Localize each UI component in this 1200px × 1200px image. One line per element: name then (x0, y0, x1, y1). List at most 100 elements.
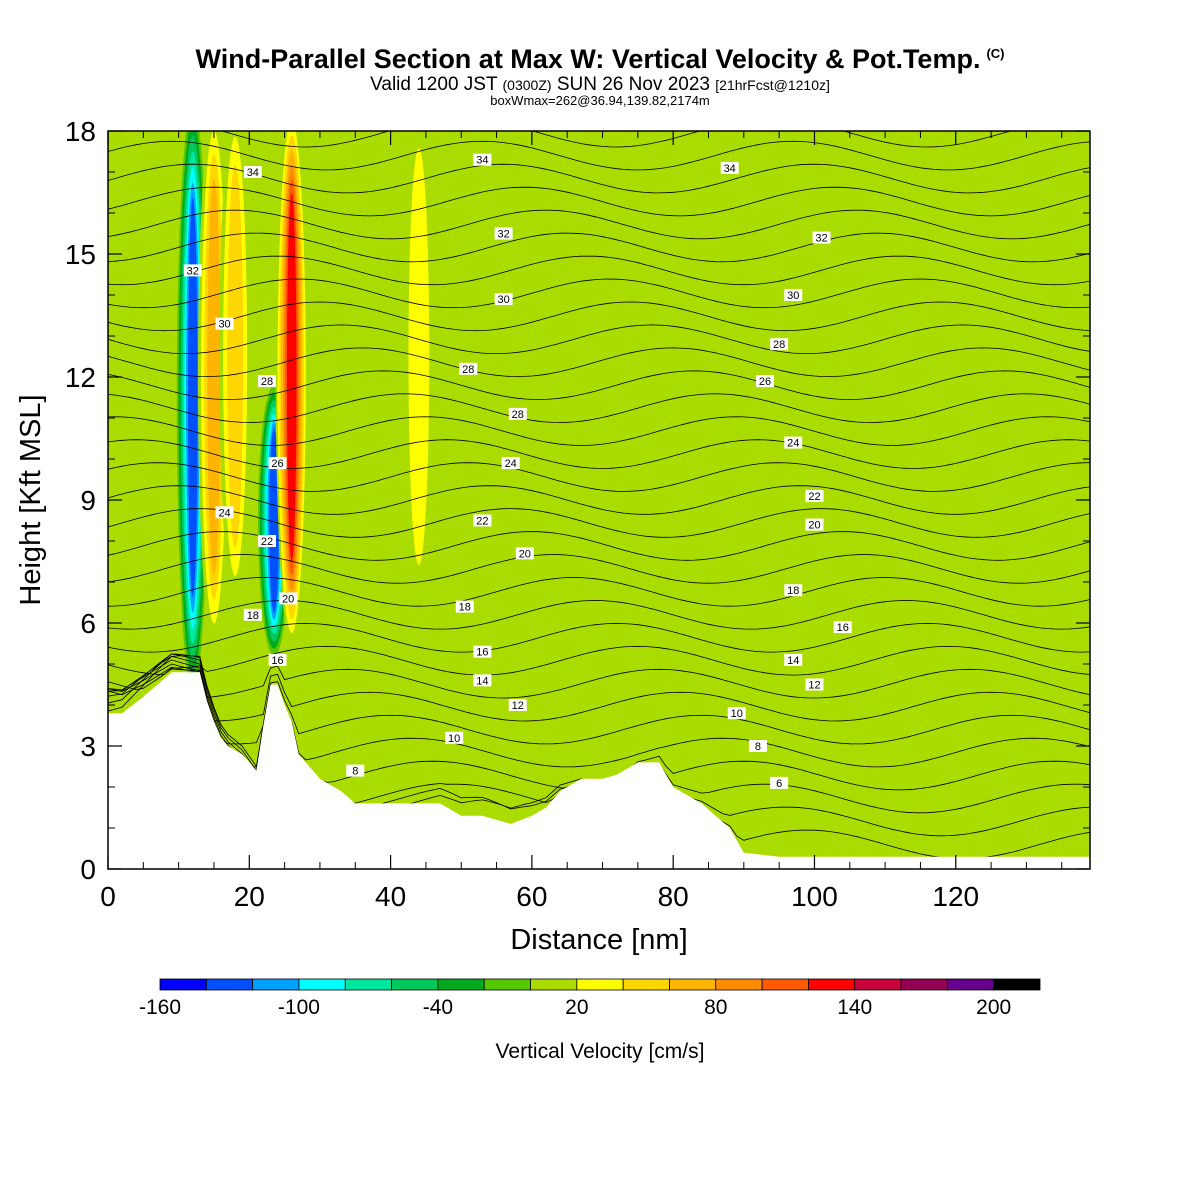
colorbar-swatch (252, 978, 300, 991)
velocity-contour (286, 192, 297, 562)
isentrope-line (108, 347, 1090, 378)
isentrope-label-text: 30 (218, 319, 230, 331)
colorbar-swatch (391, 978, 439, 991)
colorbar-swatch (437, 978, 485, 991)
isentrope-label-bg (473, 153, 492, 166)
isentrope-label-bg (473, 645, 492, 658)
isentrope-label-text: 16 (476, 647, 488, 659)
isentrope-label-bg (784, 584, 803, 597)
isentrope-label-text: 16 (271, 655, 283, 667)
velocity-band (727, 131, 760, 648)
isentrope-label-bg (215, 317, 234, 330)
isentrope-label-text: 18 (247, 610, 259, 622)
isentrope-label: 24 (215, 506, 234, 519)
y-tick-label: 6 (80, 608, 96, 639)
velocity-contour (187, 198, 198, 597)
colorbar-swatch (854, 978, 902, 991)
colorbar-swatch (946, 978, 995, 991)
isentrope-label-bg (346, 764, 365, 777)
colorbar-swatch (900, 978, 948, 991)
isentrope-line (108, 186, 1090, 217)
y-tick-label: 18 (65, 116, 96, 147)
valid-main: Valid 1200 JST (370, 74, 498, 95)
colorbar-tick-label: -160 (139, 996, 181, 1019)
velocity-contour (727, 131, 760, 648)
isentrope-label: 34 (720, 161, 739, 175)
colorbar-swatch (808, 978, 856, 991)
isentrope-label-text: 8 (755, 741, 761, 753)
isentrope-label-text: 28 (462, 364, 474, 376)
isentrope-label-text: 32 (815, 233, 827, 245)
velocity-contour (269, 428, 279, 613)
isentrope-line (108, 577, 1090, 607)
copyright-mark: (C) (986, 46, 1005, 61)
y-tick-label: 12 (65, 362, 96, 393)
isentrope-label: 6 (770, 776, 789, 790)
isentrope-label: 10 (445, 731, 464, 745)
isentrope-label-bg (257, 535, 276, 547)
isentrope-label-text: 10 (448, 733, 460, 745)
isentrope-label-bg (812, 231, 831, 244)
isentrope-label-text: 8 (352, 766, 358, 778)
isentrope-label-bg (508, 699, 527, 711)
isentrope-label-bg (268, 457, 287, 470)
isentrope-label-bg (805, 489, 824, 502)
isentrope-label-bg (473, 674, 492, 687)
velocity-contour (207, 178, 221, 576)
isentrope-label-bg (770, 338, 789, 351)
isentrope-label-bg (473, 514, 492, 527)
isentrope-label: 14 (473, 674, 492, 687)
colorbar-swatch (205, 978, 254, 991)
isentrope-label: 24 (784, 436, 803, 450)
isentrope-label: 10 (727, 707, 746, 720)
isentrope-label: 20 (805, 518, 824, 532)
colorbar-swatch (159, 978, 207, 991)
isentrope-label-text: 18 (787, 585, 799, 597)
isentrope-label-bg (515, 547, 534, 560)
isentrope-label-bg (805, 518, 824, 531)
boxwmax-line: boxWmax=262@36.94,139.82,2174m (490, 93, 710, 108)
isentrope-line (108, 278, 1090, 309)
colorbar-tick-label: -100 (278, 996, 320, 1019)
isentrope-label-text: 34 (247, 167, 259, 179)
valid-date: SUN 26 Nov 2023 (556, 74, 710, 95)
isentrope-label-bg (243, 166, 262, 178)
isentrope-label-bg (833, 621, 852, 634)
colorbar-tick-label: -40 (423, 996, 453, 1019)
isentrope-label-bg (727, 707, 746, 720)
colorbar-label: Vertical Velocity [cm/s] (495, 1040, 705, 1063)
isentrope-label: 22 (805, 489, 824, 503)
isentrope-label-text: 6 (776, 778, 782, 790)
valid-zulu: (0300Z) (502, 77, 552, 93)
isentrope-label-bg (243, 608, 262, 621)
isentrope-label: 26 (268, 457, 287, 470)
isentrope-line (108, 209, 1090, 240)
isentrope-label: 32 (183, 264, 202, 277)
isentrope-line (108, 600, 1090, 630)
isentrope-label-text: 28 (261, 376, 273, 388)
chart-title: Wind-Parallel Section at Max W: Vertical… (0, 44, 1200, 75)
isentrope-label: 22 (257, 535, 276, 548)
isentrope-label: 16 (473, 645, 492, 659)
isentrope-line (108, 665, 1090, 699)
forecast-info: [21hrFcst@1210z] (715, 77, 830, 93)
isentrope-label-bg (501, 457, 520, 470)
isentrope-label: 12 (805, 678, 824, 692)
isentrope-label: 30 (784, 289, 803, 302)
isentrope-label-text: 16 (837, 622, 849, 634)
isentrope-line (108, 301, 1090, 332)
x-tick-label: 20 (234, 881, 265, 912)
isentrope-label: 20 (515, 547, 534, 560)
terrain-mask (108, 672, 1090, 869)
isentrope-line (108, 554, 1090, 584)
isentrope-label-text: 32 (187, 265, 199, 277)
valid-time-line: Valid 1200 JST (0300Z) SUN 26 Nov 2023 [… (0, 74, 1200, 96)
y-tick-label: 3 (80, 731, 96, 762)
x-tick-label: 120 (932, 881, 979, 912)
colorbar-swatch (483, 978, 531, 991)
title-text: Wind-Parallel Section at Max W: Vertical… (195, 44, 981, 74)
isentrope-label: 16 (268, 653, 287, 667)
isentrope-label: 32 (812, 231, 831, 245)
colorbar-swatch (530, 978, 578, 991)
isentrope-label: 34 (473, 153, 492, 167)
